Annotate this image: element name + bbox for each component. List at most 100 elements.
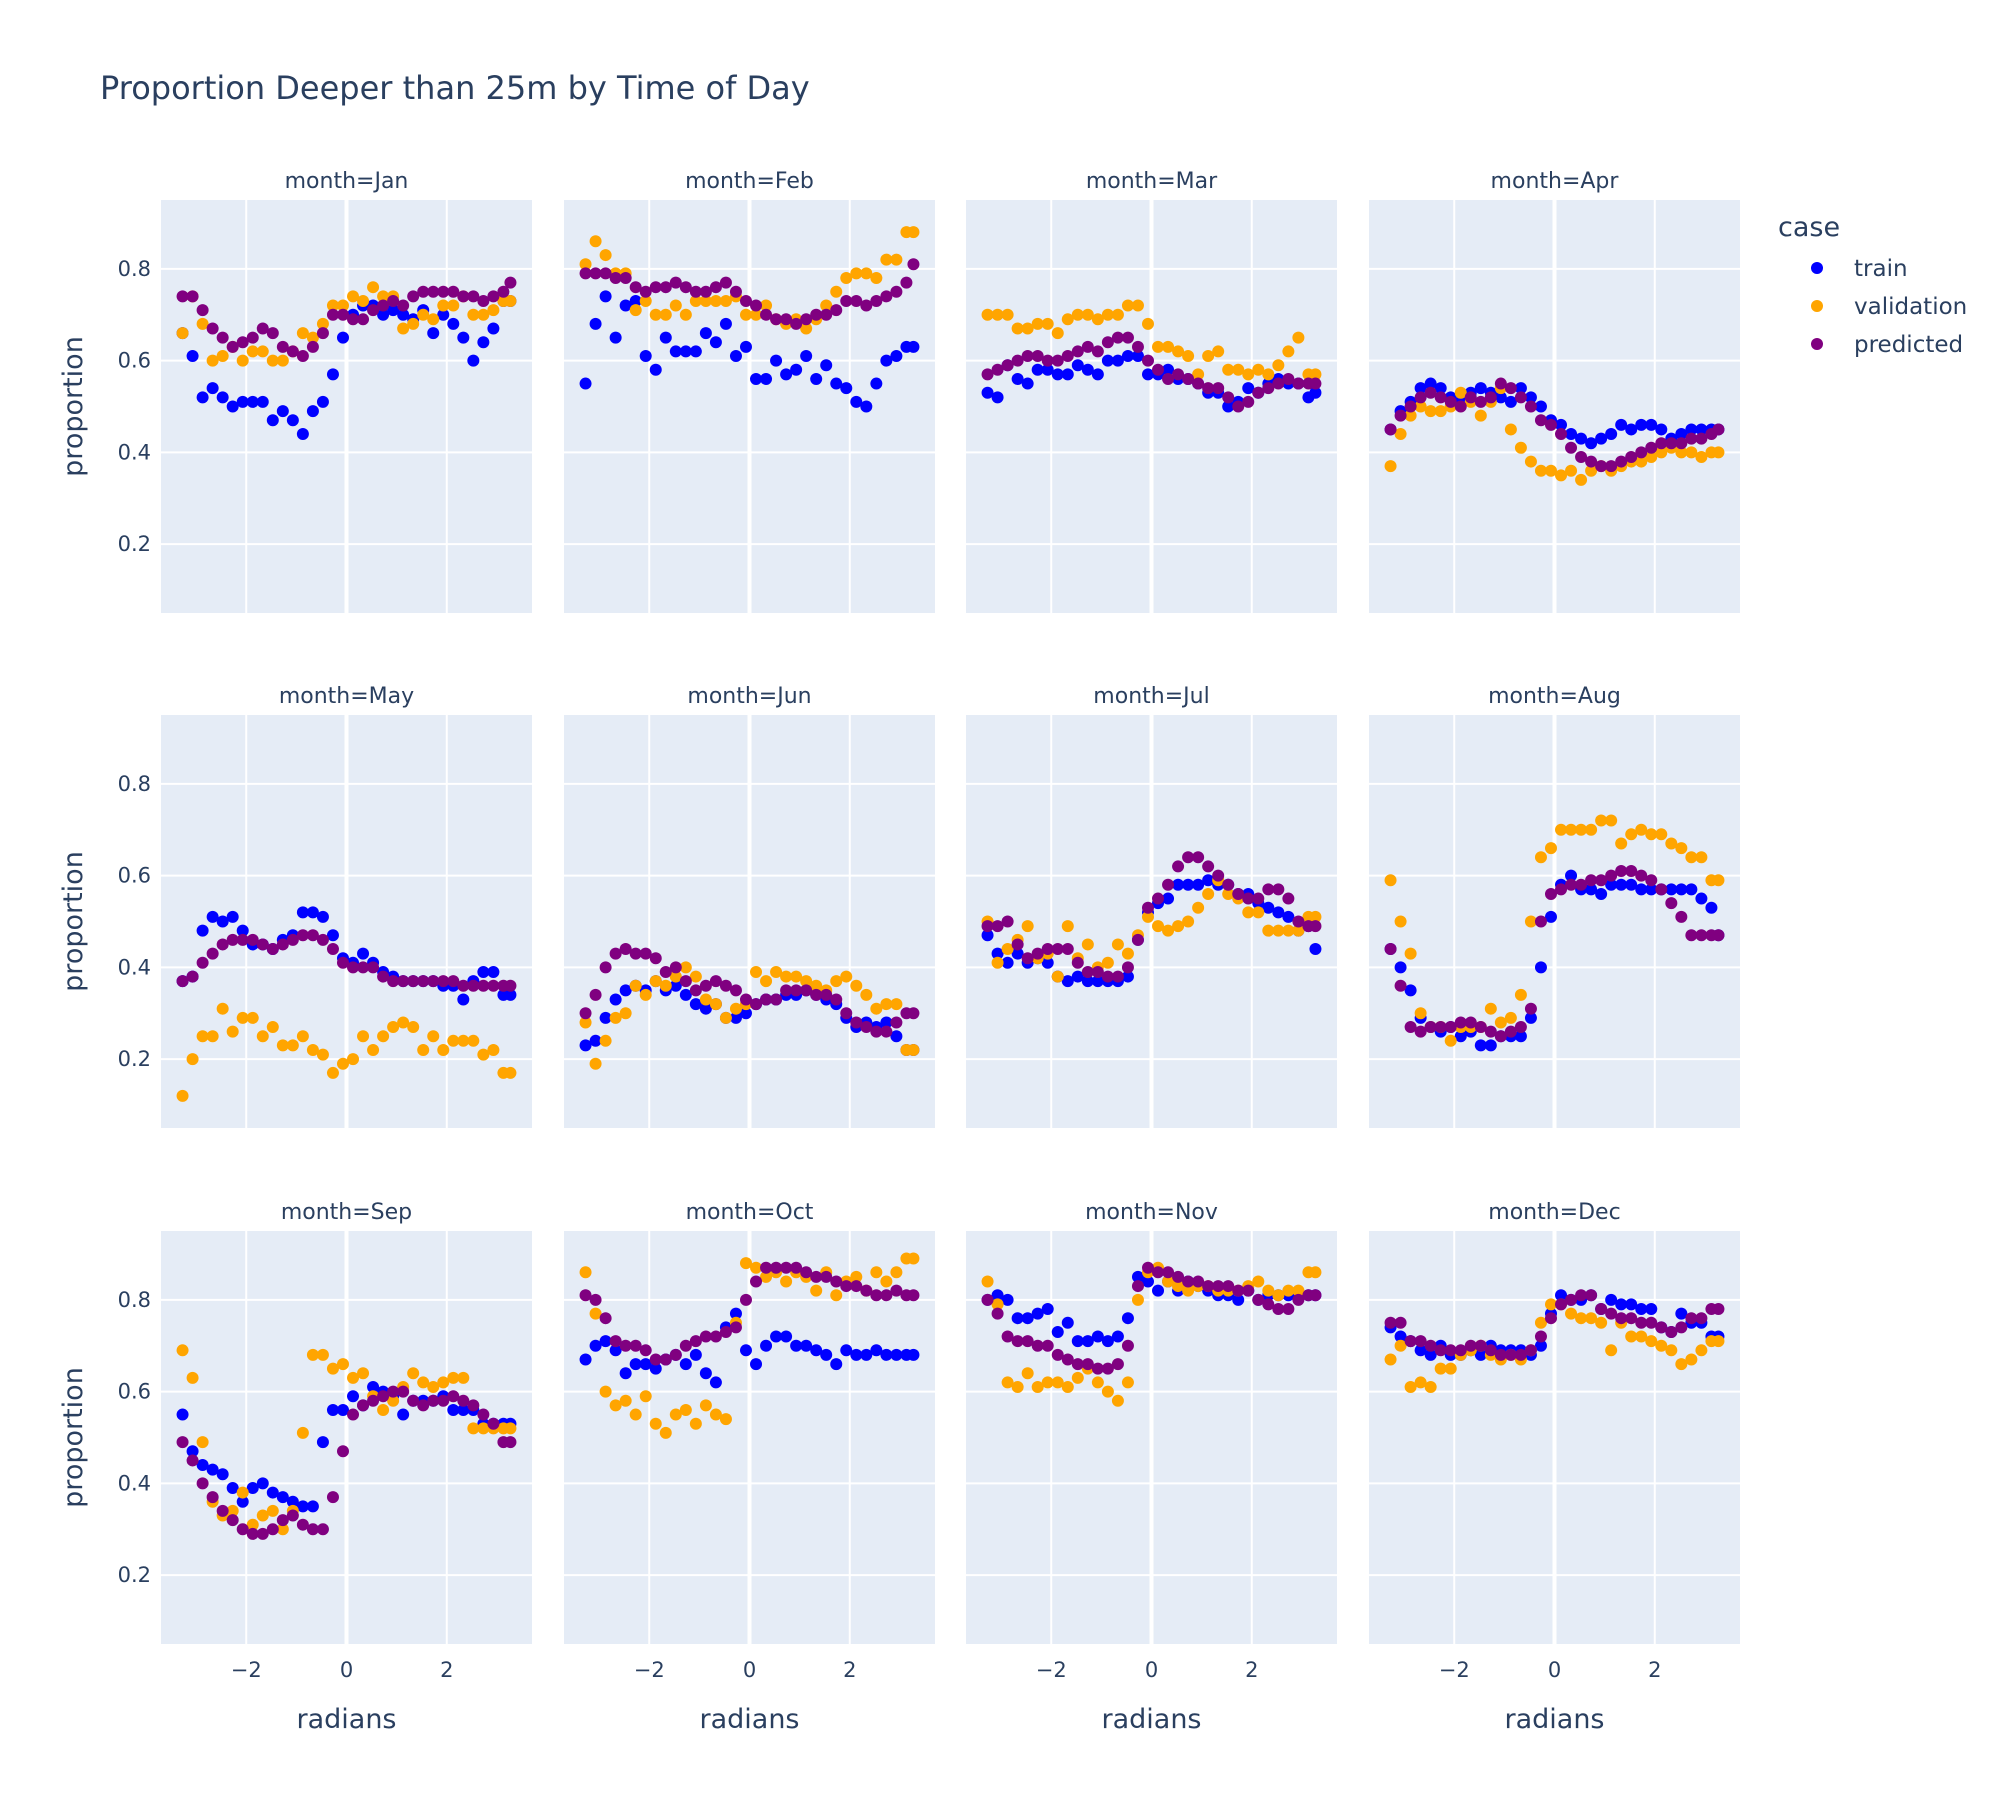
data-point [1595,874,1608,887]
data-point [1494,377,1507,390]
data-point [1222,878,1235,891]
data-point [1031,350,1044,363]
data-point [1162,892,1175,905]
data-point [1384,460,1397,473]
data-point [1605,460,1618,473]
data-point [256,395,269,408]
data-point [196,1030,209,1043]
data-point [689,984,702,997]
data-point [659,1426,672,1439]
chart-title: Proportion Deeper than 25m by Time of Da… [100,69,810,107]
data-point [739,294,752,307]
data-point [1222,391,1235,404]
data-point [1605,1344,1618,1357]
data-point [407,975,420,988]
data-point [1131,340,1144,353]
data-point [306,331,319,344]
data-point [991,363,1004,376]
data-point [276,1523,289,1536]
data-point [387,294,400,307]
data-point [599,267,612,280]
data-point [1021,322,1034,335]
data-point [599,290,612,303]
legend-marker-predicted [1811,338,1823,350]
data-point [739,1293,752,1306]
data-point [226,1504,239,1517]
y-tick-label: 0.8 [118,1288,151,1312]
x-axis-label: radians [1504,1704,1604,1735]
data-point [216,938,229,951]
data-point [377,1390,390,1403]
data-point [1081,965,1094,978]
data-point [1585,823,1598,836]
data-point [1162,340,1175,353]
series-predicted [981,1261,1322,1375]
data-point [1494,1016,1507,1029]
data-point [1121,299,1134,312]
data-point [296,327,309,340]
data-point [1152,340,1165,353]
data-point [609,331,622,344]
data-point [427,285,440,298]
data-point [780,984,793,997]
data-point [639,285,652,298]
data-point [1534,915,1547,928]
data-point [1712,446,1725,459]
data-point [800,1339,813,1352]
data-point [1595,432,1608,445]
data-point [236,1011,249,1024]
data-point [407,1394,420,1407]
data-point [1414,1376,1427,1389]
data-point [397,308,410,321]
data-point [236,933,249,946]
data-point [176,290,189,303]
data-point [880,1025,893,1038]
data-point [719,294,732,307]
data-point [1615,455,1628,468]
data-point [780,1261,793,1274]
data-point [347,1390,360,1403]
data-point [1645,1303,1658,1316]
data-point [1404,984,1417,997]
data-point [1394,961,1407,974]
data-point [1182,851,1195,864]
data-point [1414,1025,1427,1038]
data-point [1484,1002,1497,1015]
data-point [760,372,773,385]
data-point [266,1523,279,1536]
data-point [216,1002,229,1015]
data-point [1031,1381,1044,1394]
data-point [216,915,229,928]
data-point [1252,1275,1265,1288]
data-point [467,1422,480,1435]
data-point [1212,1280,1225,1293]
data-point [357,947,370,960]
data-point [981,386,994,399]
data-point [196,317,209,330]
data-point [1424,1339,1437,1352]
data-point [699,979,712,992]
data-point [1061,920,1074,933]
data-point [709,281,722,294]
data-point [991,956,1004,969]
data-point [709,998,722,1011]
data-point [1534,1330,1547,1343]
data-point [1605,814,1618,827]
x-axis-label: radians [699,1704,799,1735]
data-point [659,979,672,992]
data-point [176,1089,189,1102]
data-point [699,1002,712,1015]
data-point [1565,1293,1578,1306]
data-point [589,1034,602,1047]
data-point [367,961,380,974]
data-point [1404,400,1417,413]
data-point [1645,1335,1658,1348]
data-point [316,395,329,408]
data-point [599,961,612,974]
data-point [1202,874,1215,887]
data-point [447,317,460,330]
data-point [981,1275,994,1288]
legend-label-predicted: predicted [1854,332,1963,358]
data-point [1645,874,1658,887]
data-point [216,331,229,344]
